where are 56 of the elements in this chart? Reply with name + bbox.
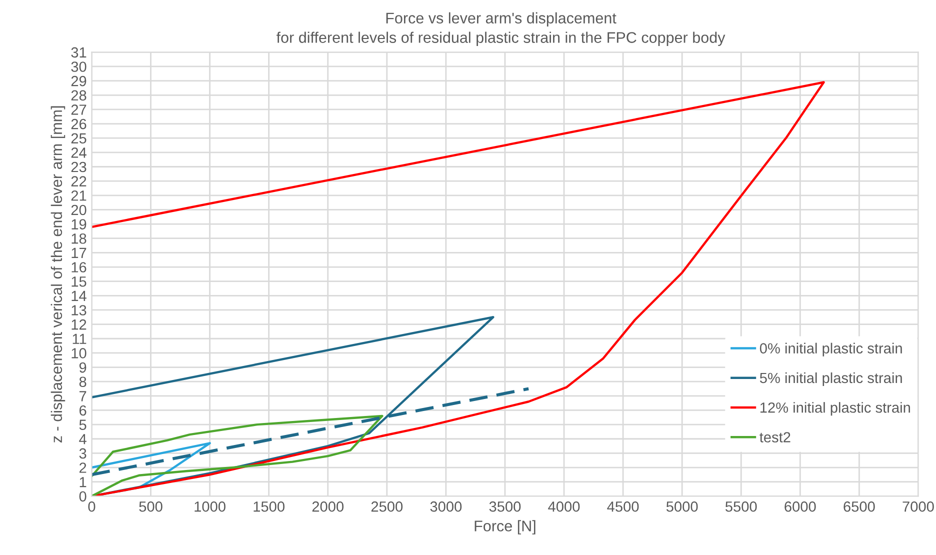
- y-tick-label: 19: [72, 219, 86, 230]
- y-tick-label: 8: [79, 376, 86, 388]
- y-tick-label: 4: [79, 434, 86, 444]
- chart-subtitle: for different levels of residual plastic strain in the FPC copper body: [276, 32, 726, 46]
- x-tick-label: 1500: [254, 501, 284, 512]
- y-tick-label: 11: [72, 334, 86, 344]
- y-tick-label: 28: [71, 90, 86, 101]
- y-tick-label: 1: [80, 477, 86, 488]
- legend-label: 5% initial plastic strain: [760, 372, 902, 386]
- x-tick-label: 3500: [489, 501, 521, 512]
- y-tick-label: 16: [72, 262, 86, 272]
- y-tick-label: 20: [71, 204, 86, 216]
- y-tick-label: 25: [71, 133, 86, 144]
- x-tick-label: 2000: [312, 501, 344, 512]
- y-tick-label: 9: [79, 362, 86, 373]
- y-tick-label: 10: [72, 348, 86, 358]
- y-tick-label: 30: [71, 62, 86, 72]
- legend-label: test2: [760, 432, 790, 442]
- y-tick-label: 26: [71, 118, 86, 130]
- legend-label: 0% initial plastic strain: [760, 342, 902, 356]
- x-tick-label: 4500: [607, 501, 639, 512]
- chart-title: Force vs lever arm's displacement: [386, 12, 616, 27]
- y-tick-label: 14: [72, 290, 86, 301]
- y-tick-label: 0: [79, 491, 86, 502]
- y-tick-label: 22: [71, 176, 86, 186]
- x-tick-label: 2500: [371, 501, 403, 512]
- y-tick-label: 29: [71, 76, 86, 86]
- x-tick-label: 1000: [194, 501, 226, 512]
- x-tick-label: 6000: [784, 501, 816, 512]
- line-series: [92, 414, 384, 496]
- x-tick-label: 6500: [844, 501, 875, 512]
- legend-label: 12% initial plastic strain: [760, 402, 910, 416]
- x-tick-label: 3000: [430, 501, 462, 512]
- y-tick-label: 24: [71, 148, 86, 158]
- y-tick-label: 7: [80, 391, 86, 402]
- y-tick-label: 13: [72, 305, 86, 316]
- x-tick-label: 500: [139, 501, 162, 512]
- y-tick-label: 23: [71, 162, 86, 172]
- y-tick-label: 2: [79, 462, 86, 473]
- y-tick-label: 15: [72, 276, 86, 287]
- y-tick-label: 3: [79, 448, 86, 459]
- x-tick-label: 4000: [548, 501, 580, 512]
- x-tick-label: 0: [88, 501, 96, 512]
- y-tick-label: 31: [71, 47, 86, 58]
- y-tick-label: 12: [72, 319, 86, 330]
- y-tick-label: 27: [71, 104, 86, 115]
- x-tick-label: 5000: [666, 501, 698, 512]
- y-tick-label: 21: [71, 190, 86, 201]
- y-tick-label: 17: [72, 248, 86, 258]
- x-axis-title: Force [N]: [474, 520, 536, 534]
- y-tick-label: 6: [80, 405, 86, 416]
- y-tick-label: 18: [72, 233, 86, 244]
- y-axis-title: z - displacement verical of the end lever arm [mm]: [50, 106, 66, 443]
- y-tick-label: 5: [79, 420, 86, 430]
- x-tick-label: 5500: [725, 501, 757, 512]
- x-tick-label: 7000: [902, 501, 934, 512]
